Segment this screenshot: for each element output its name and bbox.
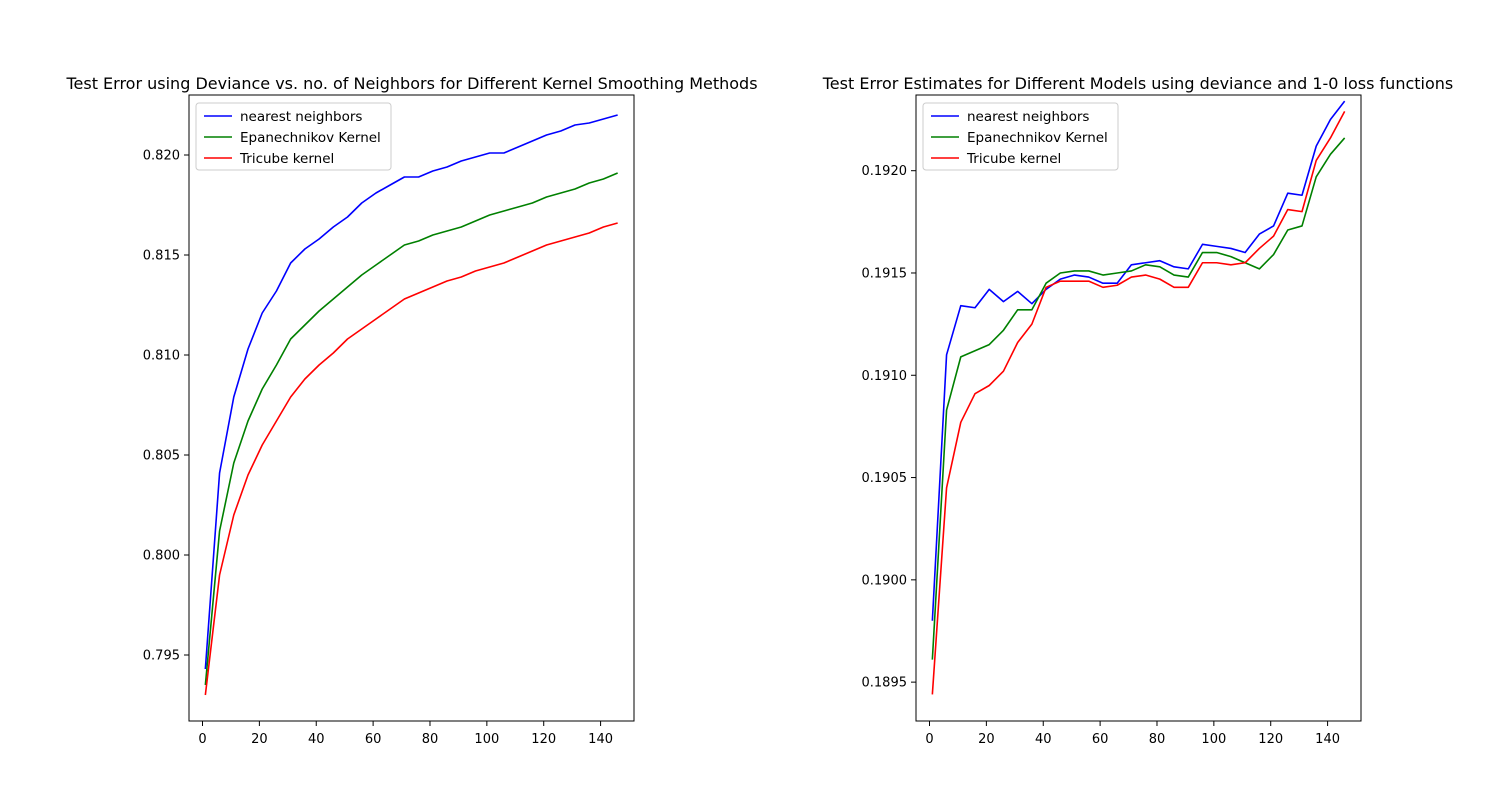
left-x-tick-label: 20 <box>251 732 268 747</box>
left-series-line-1 <box>204 172 618 686</box>
right-legend-box <box>922 102 1119 171</box>
right-y-tick-label: 0.1915 <box>862 266 908 281</box>
right-x-tick-label: 140 <box>1315 732 1340 747</box>
right-y-tick-label: 0.1900 <box>862 573 908 588</box>
right-legend-label: Epanechnikov Kernel <box>967 130 1108 146</box>
left-chart: Test Error using Deviance vs. no. of Nei… <box>65 74 757 747</box>
right-x-tick-label: 80 <box>1149 732 1166 747</box>
left-y-tick-label: 0.815 <box>143 249 180 264</box>
left-x-tick-label: 140 <box>588 732 613 747</box>
right-x-tick-label: 40 <box>1035 732 1052 747</box>
left-legend-label: nearest neighbors <box>240 109 362 125</box>
right-series-line-2 <box>931 110 1346 695</box>
right-plot-area: 0 20 40 60 80 100 120 140 0.1895 0.1900 0.1905 0.19… <box>862 94 1362 747</box>
left-x-tick-label: 100 <box>474 732 499 747</box>
left-x-tick-label: 80 <box>422 732 439 747</box>
left-legend-label: Tricube kernel <box>239 151 334 167</box>
left-x-tick-label: 120 <box>531 732 556 747</box>
left-plot-area: 0 20 40 60 80 100 120 140 0.795 0.800 0.805 0.810 0.… <box>143 94 635 747</box>
right-series-line-0 <box>931 100 1346 621</box>
left-x-tick-label: 0 <box>198 732 206 747</box>
right-axes-frame <box>915 94 1362 722</box>
left-x-tick-label: 60 <box>365 732 382 747</box>
left-y-tick-label: 0.800 <box>143 549 180 564</box>
left-y-tick-label: 0.810 <box>143 349 180 364</box>
right-y-tick-label: 0.1920 <box>862 164 908 179</box>
right-chart-title: Test Error Estimates for Different Model… <box>822 74 1454 93</box>
right-x-tick-label: 0 <box>925 732 933 747</box>
right-series-line-1 <box>931 137 1346 660</box>
right-x-tick-label: 60 <box>1092 732 1109 747</box>
right-legend: nearest neighbors Epanechnikov Kernel Tric… <box>922 102 1119 171</box>
right-legend-label: Tricube kernel <box>966 151 1061 167</box>
right-y-tick-label: 0.1905 <box>862 471 908 486</box>
right-x-tick-label: 100 <box>1201 732 1226 747</box>
right-y-tick-label: 0.1910 <box>862 369 908 384</box>
left-series-line-0 <box>204 114 618 670</box>
left-y-tick-label: 0.820 <box>143 149 180 164</box>
left-legend-label: Epanechnikov Kernel <box>240 130 381 146</box>
left-x-tick-label: 40 <box>308 732 325 747</box>
right-y-tick-label: 0.1895 <box>862 676 908 691</box>
right-chart: Test Error Estimates for Different Model… <box>822 74 1454 747</box>
left-chart-title: Test Error using Deviance vs. no. of Nei… <box>65 74 757 93</box>
right-legend-label: nearest neighbors <box>967 109 1089 125</box>
left-legend: nearest neighbors Epanechnikov Kernel Tric… <box>195 102 392 171</box>
right-x-tick-label: 20 <box>978 732 995 747</box>
left-y-tick-label: 0.805 <box>143 449 180 464</box>
left-legend-box <box>195 102 392 171</box>
left-y-tick-label: 0.795 <box>143 649 180 664</box>
left-series-line-2 <box>204 222 618 696</box>
left-axes-frame <box>188 94 635 722</box>
right-x-tick-label: 120 <box>1258 732 1283 747</box>
